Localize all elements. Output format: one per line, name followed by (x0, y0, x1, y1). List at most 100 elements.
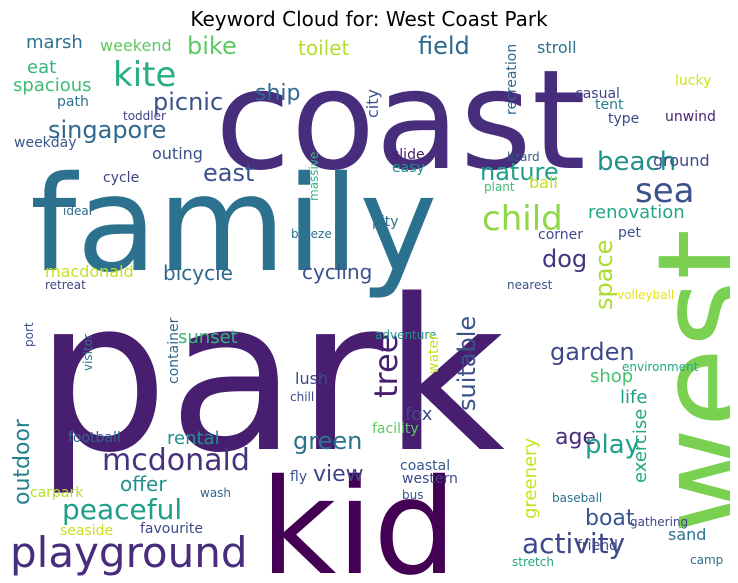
word-retreat: retreat (45, 278, 86, 292)
word-cycling: cycling (302, 260, 373, 284)
word-nature: nature (480, 158, 559, 186)
word-cycle: cycle (103, 170, 140, 186)
word-seaside: seaside (60, 523, 114, 539)
word-singapore: singapore (48, 116, 167, 144)
word-park: park (35, 254, 505, 499)
word-kite: kite (113, 55, 177, 95)
word-western: western (402, 471, 458, 487)
word-coastal: coastal (400, 458, 451, 474)
word-macdonald: macdonald (45, 262, 134, 281)
word-rental: rental (167, 428, 220, 449)
word-friend: friend (577, 538, 618, 554)
cloud-title: Keyword Cloud for: West Coast Park (190, 7, 548, 31)
word-favourite: favourite (140, 521, 203, 537)
word-plant: plant (484, 180, 515, 194)
word-toddler: toddler (123, 109, 166, 123)
word-sea: sea (635, 171, 695, 211)
word-offer: offer (120, 472, 167, 496)
word-field: field (418, 34, 470, 60)
word-greenery: greenery (520, 437, 541, 519)
word-massive: massive (307, 151, 321, 201)
word-corner: corner (538, 227, 584, 243)
word-visitor: visitor (81, 333, 95, 371)
word-water: water (426, 334, 442, 374)
word-fly: fly (290, 469, 308, 485)
word-family: family (30, 148, 438, 302)
word-sunset: sunset (178, 327, 238, 348)
word-suitable: suitable (453, 315, 481, 411)
word-city: city (363, 89, 382, 118)
word-facility: facility (372, 421, 419, 437)
word-easy: easy (392, 160, 425, 176)
word-type: type (608, 111, 640, 127)
word-playground: playground (10, 528, 248, 577)
word-cloud: park coast family west kid playground child sea… (10, 34, 730, 578)
word-lush: lush (295, 369, 329, 388)
word-exercise: exercise (630, 408, 651, 483)
word-bike: bike (187, 34, 237, 60)
word-slide: slide (392, 147, 425, 163)
word-recreation: recreation (504, 43, 520, 115)
word-ground: ground (653, 151, 710, 170)
word-path: path (57, 94, 89, 110)
word-space: space (590, 239, 618, 310)
word-toilet: toilet (298, 36, 350, 60)
word-peaceful: peaceful (62, 493, 183, 526)
word-shop: shop (590, 366, 634, 387)
word-renovation: renovation (588, 202, 685, 223)
word-environment: environment (622, 360, 699, 374)
word-tree: tree (367, 333, 405, 398)
word-breeze: breeze (291, 227, 332, 241)
word-gathering: gathering (630, 515, 689, 529)
word-baseball: baseball (552, 491, 603, 505)
word-life: life (620, 387, 648, 408)
word-fox: fox (405, 404, 433, 425)
word-spacious: spacious (13, 75, 92, 96)
word-dog: dog (542, 245, 588, 273)
word-activity: activity (522, 527, 626, 560)
word-boat: boat (585, 506, 635, 531)
word-adventure: adventure (375, 328, 437, 342)
word-lucky: lucky (675, 73, 712, 89)
word-view: view (313, 462, 364, 487)
word-tent: tent (595, 97, 624, 113)
word-beach: beach (597, 147, 677, 177)
word-child: child (482, 199, 563, 239)
word-play: play (585, 430, 641, 460)
word-kid: kid (260, 451, 457, 578)
word-weekday: weekday (14, 135, 77, 151)
word-chill: chill (290, 390, 315, 404)
word-picnic: picnic (153, 88, 224, 116)
word-bus: bus (402, 488, 424, 502)
word-garden: garden (550, 338, 635, 366)
word-eat: eat (27, 57, 57, 78)
word-pet: pet (618, 225, 641, 241)
word-age: age (555, 425, 596, 450)
word-camp: camp (690, 553, 724, 567)
word-carpark: carpark (30, 485, 84, 501)
word-wash: wash (200, 486, 232, 500)
word-sand: sand (668, 525, 707, 544)
word-ship: ship (255, 81, 301, 106)
word-container: container (166, 317, 182, 384)
word-coast: coast (215, 40, 586, 201)
word-unwind: unwind (665, 109, 716, 125)
word-stroll: stroll (537, 38, 577, 57)
word-football: football (68, 430, 121, 446)
word-nearest: nearest (507, 278, 553, 292)
word-bicycle: bicycle (163, 261, 233, 285)
word-stretch: stretch (512, 555, 554, 569)
word-west: west (629, 228, 730, 534)
word-weekend: weekend (100, 36, 172, 55)
word-mcdonald: mcdonald (102, 443, 250, 478)
word-pity: pity (372, 214, 399, 230)
word-casual: casual (575, 86, 620, 102)
word-green: green (293, 427, 363, 455)
word-ideal: ideal (63, 204, 93, 218)
word-east: east (203, 159, 255, 187)
word-volleyball: volleyball (617, 288, 675, 302)
word-outing: outing (152, 144, 203, 163)
word-ball: ball (529, 173, 558, 192)
word-lizard: lizard (507, 150, 540, 164)
word-marsh: marsh (26, 34, 83, 53)
